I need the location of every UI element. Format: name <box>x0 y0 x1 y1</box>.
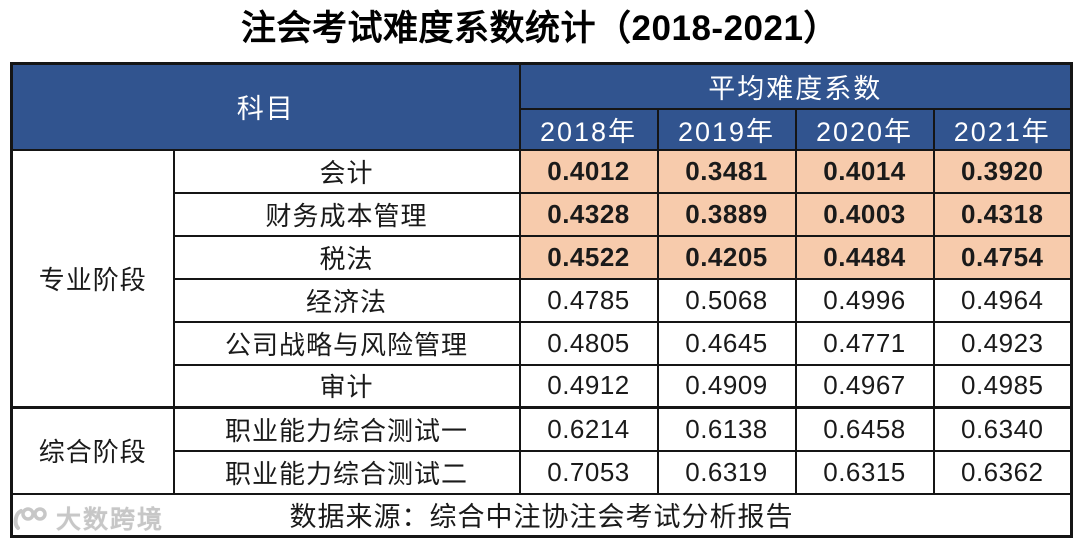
value-cell: 0.4328 <box>518 191 659 237</box>
value-cell: 0.6319 <box>656 449 797 495</box>
value-cell: 0.6138 <box>656 406 797 452</box>
value-cell: 0.4205 <box>656 234 797 280</box>
value-cell: 0.4754 <box>932 234 1073 280</box>
stage-cell-professional: 专业阶段 <box>10 148 175 409</box>
value-cell: 0.7053 <box>518 449 659 495</box>
value-cell: 0.4522 <box>518 234 659 280</box>
table-row: 公司战略与风险管理 0.4805 0.4645 0.4771 0.4923 <box>12 320 1073 366</box>
value-cell: 0.5068 <box>656 277 797 323</box>
value-cell: 0.4318 <box>932 191 1073 237</box>
subject-cell: 税法 <box>172 234 521 280</box>
value-cell: 0.4484 <box>794 234 935 280</box>
header-row-years: 2018年 2019年 2020年 2021年 <box>12 107 1073 151</box>
corner-header-subject: 科目 <box>10 62 521 151</box>
subject-cell: 会计 <box>172 148 521 194</box>
table-row: 经济法 0.4785 0.5068 0.4996 0.4964 <box>12 277 1073 323</box>
data-source-note: 数据来源：综合中注协注会考试分析报告 <box>10 492 1073 538</box>
value-cell: 0.6214 <box>518 406 659 452</box>
value-cell: 0.3889 <box>656 191 797 237</box>
value-cell: 0.4014 <box>794 148 935 194</box>
value-cell: 0.6315 <box>794 449 935 495</box>
table-row: 税法 0.4522 0.4205 0.4484 0.4754 <box>12 234 1073 280</box>
value-cell: 0.4923 <box>932 320 1073 366</box>
page-title: 注会考试难度系数统计（2018-2021） <box>241 9 839 48</box>
stage-cell-comprehensive: 综合阶段 <box>10 406 175 495</box>
difficulty-table: 科目 平均难度系数 2018年 2019年 2020年 2021年 专业阶段 会… <box>10 62 1073 538</box>
subject-cell: 公司战略与风险管理 <box>172 320 521 366</box>
subject-cell: 审计 <box>172 363 521 409</box>
value-cell: 0.4912 <box>518 363 659 409</box>
value-cell: 0.4964 <box>932 277 1073 323</box>
value-cell: 0.4771 <box>794 320 935 366</box>
table-row: 财务成本管理 0.4328 0.3889 0.4003 0.4318 <box>12 191 1073 237</box>
value-cell: 0.6458 <box>794 406 935 452</box>
value-cell: 0.4967 <box>794 363 935 409</box>
value-cell: 0.4785 <box>518 277 659 323</box>
year-header-2021: 2021年 <box>932 107 1073 151</box>
value-cell: 0.6362 <box>932 449 1073 495</box>
table-row: 综合阶段 职业能力综合测试一 0.6214 0.6138 0.6458 0.63… <box>10 406 1073 495</box>
value-group-header: 平均难度系数 <box>518 62 1073 110</box>
value-cell: 0.4909 <box>656 363 797 409</box>
value-cell: 0.4012 <box>518 148 659 194</box>
value-cell: 0.4645 <box>656 320 797 366</box>
value-cell: 0.3481 <box>656 148 797 194</box>
value-cell: 0.4996 <box>794 277 935 323</box>
table-row: 专业阶段 会计 0.4012 0.3481 0.4014 0.3920 <box>10 148 1073 409</box>
year-header-2018: 2018年 <box>518 107 659 151</box>
value-cell: 0.3920 <box>932 148 1073 194</box>
subject-cell: 财务成本管理 <box>172 191 521 237</box>
value-cell: 0.6340 <box>932 406 1073 452</box>
subject-cell: 经济法 <box>172 277 521 323</box>
subject-cell: 职业能力综合测试二 <box>172 449 521 495</box>
value-cell: 0.4805 <box>518 320 659 366</box>
value-cell: 0.4985 <box>932 363 1073 409</box>
table-row: 职业能力综合测试二 0.7053 0.6319 0.6315 0.6362 <box>12 449 1073 495</box>
value-cell: 0.4003 <box>794 191 935 237</box>
year-header-2020: 2020年 <box>794 107 935 151</box>
header-row-group: 科目 平均难度系数 <box>10 62 1073 151</box>
source-row: 数据来源：综合中注协注会考试分析报告 <box>10 492 1073 538</box>
table-row: 审计 0.4912 0.4909 0.4967 0.4985 <box>12 363 1073 409</box>
subject-cell: 职业能力综合测试一 <box>172 406 521 452</box>
year-header-2019: 2019年 <box>656 107 797 151</box>
